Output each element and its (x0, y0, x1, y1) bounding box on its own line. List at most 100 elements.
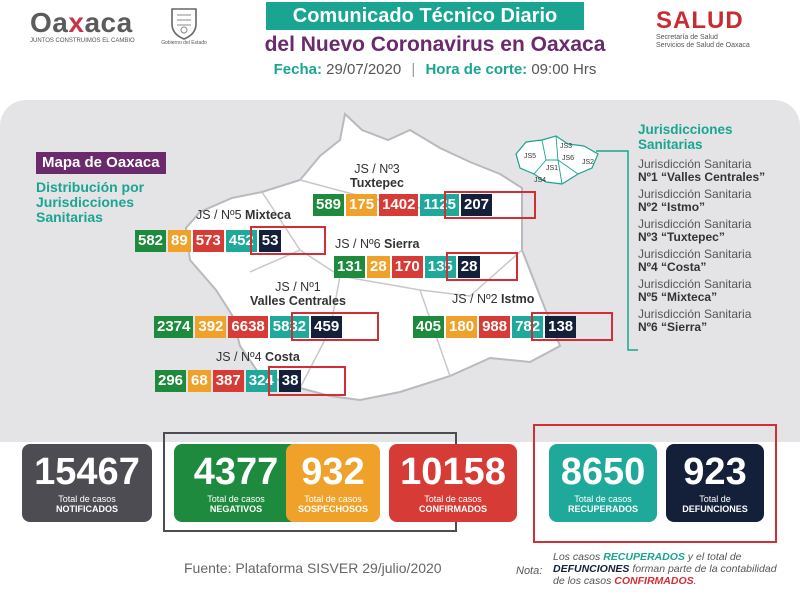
hora-label: Hora de corte: (425, 61, 528, 78)
total-category: CONFIRMADOS (419, 504, 487, 514)
confirmados-value: 988 (479, 316, 511, 338)
jurisdiction-legend: Jurisdicciones Sanitarias Jurisdicción S… (638, 122, 798, 338)
total-category: RECUPERADOS (567, 504, 638, 514)
source-note: Fuente: Plataforma SISVER 29/julio/2020 (184, 560, 442, 576)
total-value: 8650 (560, 451, 646, 493)
jurisdiction-label-tuxtepec: JS / Nº3 Tuxtepec (350, 162, 404, 190)
oaxaca-wordmark: Oaxaca (30, 7, 133, 38)
fecha-label: Fecha: (273, 61, 322, 78)
total-negativos-card: 4377 Total de casos NEGATIVOS (174, 444, 298, 522)
total-value: 932 (301, 451, 365, 493)
defunciones-value: 459 (311, 316, 343, 338)
title-line-2: del Nuevo Coronavirus en Oaxaca (264, 33, 606, 56)
map-subtitle: Distribución por Jurisdicciones Sanitari… (36, 179, 145, 225)
total-recuperados-card: 8650 Total de casos RECUPERADOS (549, 444, 657, 522)
negativos-value: 582 (135, 230, 167, 252)
total-value: 10158 (400, 451, 506, 493)
total-caption: Total de casos (207, 494, 265, 504)
total-sospechosos-card: 932 Total de casos SOSPECHOSOS (286, 444, 380, 522)
total-value: 15467 (34, 451, 140, 493)
sospechosos-value: 392 (195, 316, 227, 338)
defunciones-value: 138 (545, 316, 577, 338)
recuperados-value: 782 (512, 316, 544, 338)
recuperados-value: 1125 (420, 194, 459, 216)
legend-item: Jurisdicción Sanitaria Nº4 “Costa” (638, 247, 752, 274)
title-line-1: Comunicado Técnico Diario (266, 2, 584, 30)
defunciones-value: 38 (278, 370, 302, 392)
jurisdiction-label-costa: JS / Nº4 Costa (216, 350, 300, 364)
total-value: 4377 (193, 451, 279, 493)
confirmados-value: 387 (212, 370, 244, 392)
total-notificados-card: 15467 Total de casos NOTIFICADOS (22, 444, 152, 522)
note-label: Nota: (516, 565, 543, 577)
total-caption: Total de casos (304, 494, 362, 504)
jurisdiction-label-sierra: JS / Nº6 Sierra (335, 237, 420, 251)
salud-wordmark: SALUD (656, 7, 744, 34)
salud-logo: SALUD Secretaría de Salud Servicios de S… (656, 8, 786, 50)
negativos-value: 589 (313, 194, 345, 216)
sospechosos-value: 89 (168, 230, 191, 252)
jurisdiction-row-istmo: 405 180 988 782 138 (413, 316, 577, 338)
mini-label-js4: JS4 (534, 177, 546, 184)
total-value: 923 (683, 451, 747, 493)
legend-item: Jurisdicción Sanitaria Nº5 “Mixteca” (638, 277, 752, 304)
jurisdiction-label-mixteca: JS / Nº5 Mixteca (196, 208, 291, 222)
oaxaca-logo: Oaxaca JUNTOS CONSTRUIMOS EL CAMBIO (30, 8, 170, 52)
confirmados-value: 573 (192, 230, 224, 252)
map-panel: JS5 JS3 JS1 JS2 JS4 JS6 Mapa de Oaxaca D… (0, 100, 800, 442)
salud-subtitle-2: Servicios de Salud de Oaxaca (656, 42, 750, 49)
sospechosos-value: 28 (367, 256, 390, 278)
negativos-value: 131 (334, 256, 366, 278)
total-caption: Total de casos (424, 494, 482, 504)
confirmados-value: 6638 (228, 316, 268, 338)
jurisdiction-row-mixteca: 582 89 573 452 53 (135, 230, 282, 252)
highlight-box-costa (268, 366, 346, 396)
total-category: NEGATIVOS (209, 504, 263, 514)
legend-item: Jurisdicción Sanitaria Nº1 “Valles Centra… (638, 157, 766, 184)
total-caption: Total de (699, 494, 731, 504)
negativos-value: 2374 (154, 316, 194, 338)
highlight-box-istmo (531, 312, 613, 341)
legend-item: Jurisdicción Sanitaria Nº2 “Istmo” (638, 187, 752, 214)
date-line: Fecha: 29/07/2020 | Hora de corte: 09:00… (200, 61, 670, 79)
recuperados-value: 5832 (269, 316, 310, 338)
total-category: NOTIFICADOS (56, 504, 118, 514)
fecha-value: 29/07/2020 (326, 61, 402, 78)
crest-caption: Gobierno del Estado (161, 40, 207, 46)
mini-label-js2: JS2 (582, 159, 594, 166)
sospechosos-value: 180 (446, 316, 478, 338)
highlight-box-tuxtepec (444, 191, 536, 219)
sospechosos-value: 175 (346, 194, 378, 216)
negativos-value: 296 (155, 370, 187, 392)
mini-label-js1: JS1 (546, 165, 558, 172)
mini-label-js5: JS5 (524, 153, 536, 160)
total-caption: Total de casos (574, 494, 632, 504)
total-category: SOSPECHOSOS (297, 504, 369, 514)
crest-icon (171, 8, 197, 40)
map-tag: Mapa de Oaxaca (36, 152, 166, 174)
mini-jurisdiction-map: JS5 JS3 JS1 JS2 JS4 JS6 (515, 135, 599, 185)
defunciones-value: 53 (258, 230, 282, 252)
legend-item: Jurisdicción Sanitaria Nº6 “Sierra” (638, 307, 752, 334)
jurisdiction-row-sierra: 131 28 170 135 28 (334, 256, 481, 278)
oaxaca-tagline: JUNTOS CONSTRUIMOS EL CAMBIO (30, 38, 135, 44)
state-crest: Gobierno del Estado (160, 6, 208, 52)
defunciones-value: 207 (460, 194, 493, 216)
confirmados-value: 170 (391, 256, 423, 278)
jurisdiction-label-istmo: JS / Nº2 Istmo (452, 292, 535, 306)
jurisdiction-row-valles: 2374 392 6638 5832 459 (154, 316, 343, 338)
legend-item: Jurisdicción Sanitaria Nº3 “Tuxtepec” (638, 217, 752, 244)
negativos-value: 405 (413, 316, 445, 338)
highlight-box-valles (291, 312, 379, 341)
note-text: Los casos RECUPERADOS y el total de DEFU… (553, 551, 777, 587)
date-separator: | (411, 61, 416, 78)
recuperados-value: 452 (225, 230, 257, 252)
total-confirmados-card: 10158 Total de casos CONFIRMADOS (389, 444, 517, 522)
highlight-box-sierra (446, 252, 518, 281)
jurisdiction-label-valles: JS / Nº1 Valles Centrales (250, 280, 346, 308)
defunciones-value: 28 (457, 256, 481, 278)
jurisdiction-row-costa: 296 68 387 324 38 (155, 370, 302, 392)
total-defunciones-card: 923 Total de DEFUNCIONES (666, 444, 764, 522)
mini-label-js3: JS3 (560, 143, 572, 150)
hora-value: 09:00 Hrs (531, 61, 597, 78)
